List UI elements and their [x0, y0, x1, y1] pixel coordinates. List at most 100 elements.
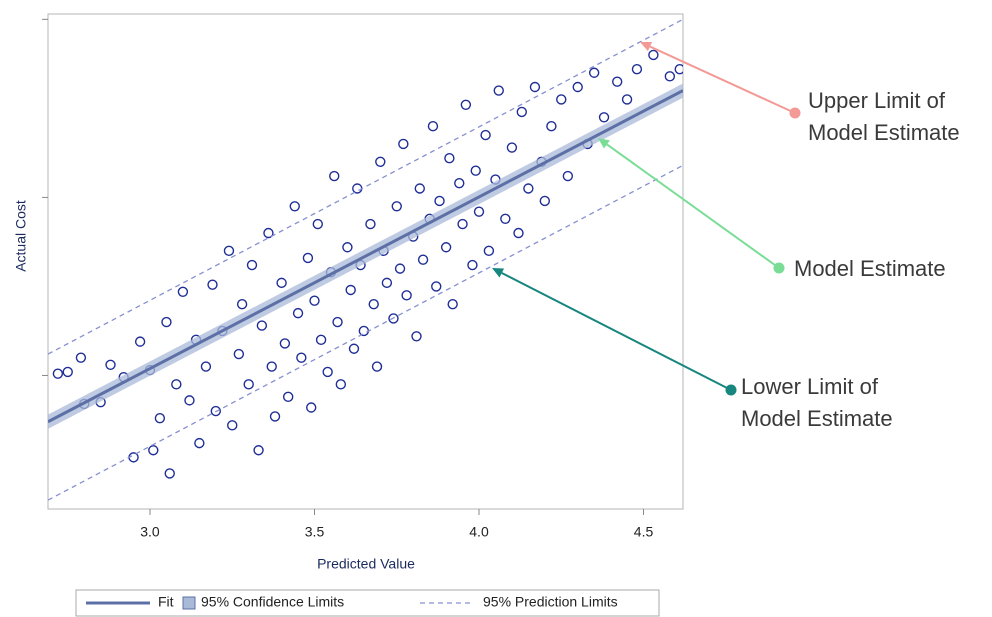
annotation-arrowhead — [598, 138, 610, 149]
data-point — [500, 213, 511, 224]
prediction-limit-lower — [48, 164, 683, 501]
data-point — [411, 331, 422, 342]
data-point — [105, 359, 116, 370]
data-point — [674, 63, 683, 75]
data-point — [62, 366, 73, 378]
annotation-dot — [773, 262, 785, 274]
data-point — [546, 120, 557, 132]
data-point — [276, 277, 287, 289]
data-point — [523, 183, 534, 194]
data-point — [263, 227, 274, 239]
data-point — [348, 343, 360, 354]
data-point — [177, 286, 189, 297]
data-point — [296, 352, 307, 363]
data-point — [483, 245, 495, 257]
x-axis-title: Predicted Value — [317, 556, 415, 572]
data-point — [302, 252, 314, 264]
annotation-arrow — [649, 45, 796, 114]
annotation-dot — [725, 384, 737, 396]
data-point — [210, 405, 221, 417]
data-point — [332, 316, 343, 328]
data-point — [368, 299, 379, 310]
annotation-arrow — [606, 143, 780, 269]
data-point — [279, 338, 291, 349]
plot-layer — [48, 18, 683, 501]
data-point — [233, 348, 245, 360]
annotation-text: Model Estimate — [794, 256, 946, 281]
data-point — [588, 67, 600, 78]
data-point — [309, 295, 320, 306]
data-point — [572, 81, 583, 93]
data-point — [556, 94, 567, 105]
data-point — [480, 129, 491, 141]
data-point — [292, 307, 304, 319]
data-point — [335, 379, 347, 390]
fit-line — [48, 89, 683, 424]
data-point — [529, 81, 541, 93]
data-point — [171, 379, 182, 390]
data-point — [440, 242, 452, 253]
data-point — [184, 395, 195, 406]
annotation-text: Lower Limit of — [741, 374, 879, 399]
data-point — [454, 177, 465, 189]
x-tick-label: 3.5 — [305, 524, 325, 540]
data-point — [444, 153, 455, 164]
data-point — [289, 201, 300, 212]
data-point — [401, 290, 412, 301]
data-point — [243, 379, 254, 390]
data-point — [52, 368, 64, 379]
data-point — [598, 112, 610, 123]
legend-label: 95% Confidence Limits — [201, 594, 344, 610]
data-point — [164, 468, 175, 479]
data-point — [516, 106, 527, 118]
annotation-arrowhead — [492, 268, 505, 278]
data-point — [457, 218, 468, 230]
data-point — [648, 49, 659, 61]
data-point — [154, 412, 166, 424]
data-point — [506, 142, 518, 153]
data-point — [621, 94, 633, 105]
data-point — [246, 259, 258, 271]
legend-label: Fit — [158, 594, 174, 610]
data-point — [513, 227, 524, 239]
data-point — [200, 361, 212, 372]
data-point — [194, 437, 205, 449]
y-axis-title: Actual Cost — [13, 200, 29, 272]
data-point — [256, 320, 268, 331]
data-point — [664, 71, 676, 82]
data-point — [611, 76, 623, 87]
data-point — [134, 336, 146, 347]
data-point — [223, 245, 235, 257]
annotation-text: Model Estimate — [808, 120, 960, 145]
legend-confidence-swatch — [182, 596, 196, 610]
data-point — [75, 352, 87, 363]
x-tick-label: 3.0 — [140, 524, 160, 540]
data-point — [470, 165, 481, 176]
data-point — [493, 85, 504, 96]
legend-label: 95% Prediction Limits — [483, 594, 618, 610]
data-point — [315, 334, 327, 346]
data-point — [391, 201, 402, 212]
data-point — [398, 138, 409, 150]
data-point — [460, 99, 472, 111]
data-point — [539, 195, 551, 207]
prediction-limit-upper — [48, 18, 683, 355]
data-point — [269, 411, 281, 422]
annotation-text: Upper Limit of — [808, 88, 946, 113]
data-point — [394, 263, 406, 274]
data-point — [282, 391, 294, 403]
data-point — [427, 120, 439, 132]
data-point — [431, 281, 442, 292]
data-point — [329, 170, 340, 182]
data-point — [236, 299, 248, 310]
x-tick-label: 4.5 — [634, 524, 654, 540]
data-point — [631, 63, 643, 75]
data-point — [371, 361, 383, 372]
annotation-dot — [789, 107, 801, 119]
data-point — [467, 259, 478, 271]
data-point — [266, 361, 277, 372]
data-point — [414, 183, 425, 194]
data-point — [342, 242, 353, 253]
data-point — [447, 299, 458, 310]
data-point — [417, 254, 429, 265]
